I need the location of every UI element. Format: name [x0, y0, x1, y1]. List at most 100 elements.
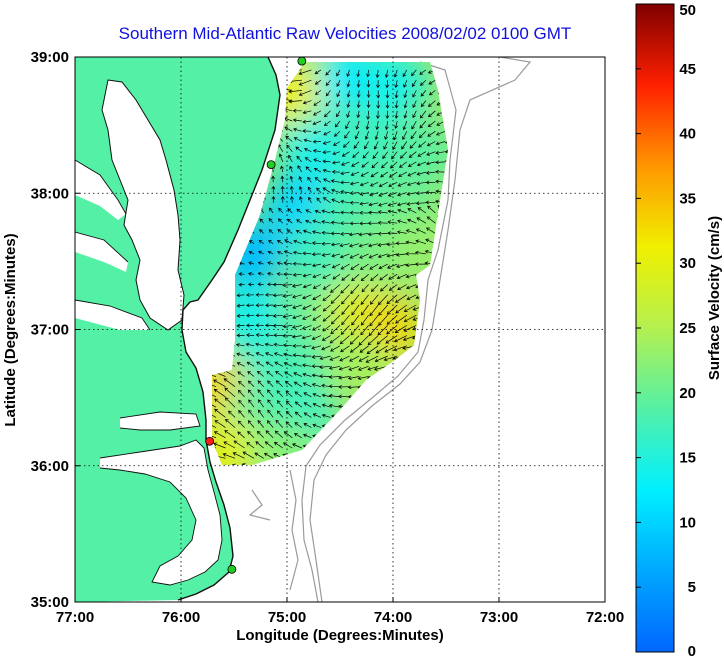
velocity-arrow [257, 271, 264, 276]
velocity-arrow [394, 325, 407, 333]
velocity-arrow [321, 345, 331, 351]
velocity-arrow [296, 208, 303, 214]
velocity-arrow [265, 313, 274, 318]
velocity-arrow [428, 90, 436, 96]
velocity-arrow [292, 325, 302, 329]
pamlico-sound [100, 440, 222, 585]
velocity-arrow [419, 110, 427, 119]
velocity-arrow [266, 420, 274, 428]
velocity-arrow [213, 431, 226, 439]
velocity-arrow [415, 201, 426, 206]
velocity-arrow [412, 90, 417, 98]
velocity-arrow [292, 272, 302, 277]
y-axis-label: Latitude (Degrees:Minutes) [2, 233, 19, 426]
velocity-arrow [359, 345, 369, 353]
velocity-arrow [277, 218, 284, 224]
velocity-arrow [358, 335, 369, 346]
velocity-arrow [340, 263, 350, 270]
velocity-arrow [284, 380, 293, 387]
velocity-arrow [304, 157, 312, 163]
velocity-arrow [377, 325, 388, 336]
velocity-arrow [321, 263, 331, 268]
velocity-arrow [237, 420, 245, 428]
velocity-arrow [402, 120, 408, 131]
velocity-arrow [405, 229, 417, 234]
velocity-arrow [259, 229, 264, 234]
velocity-arrow [308, 196, 312, 203]
velocity-arrow [386, 314, 398, 325]
velocity-arrow [214, 408, 226, 418]
velocity-arrow [282, 283, 293, 288]
velocity-arrow [293, 372, 302, 377]
velocity-arrow [272, 313, 283, 318]
velocity-arrow [415, 239, 427, 245]
velocity-arrow [322, 159, 331, 164]
velocity-arrow [340, 180, 350, 185]
velocity-arrow [257, 409, 264, 418]
velocity-cell [385, 118, 448, 187]
velocity-arrow [247, 420, 255, 428]
velocity-arrow [356, 69, 361, 78]
velocity-arrow [282, 324, 293, 329]
velocity-arrow [435, 169, 445, 174]
velocity-arrow [248, 261, 255, 266]
velocity-arrow [361, 284, 369, 293]
velocity-arrow [368, 243, 379, 248]
velocity-arrow [378, 304, 388, 316]
velocity-arrow [406, 294, 417, 300]
velocity-arrow [338, 385, 350, 389]
velocity-arrow [294, 422, 303, 428]
velocity-arrow [412, 100, 417, 109]
velocity-arrow [349, 335, 360, 345]
velocity-arrow [237, 431, 245, 439]
velocity-arrow [402, 131, 408, 141]
velocity-arrow [356, 100, 361, 109]
velocity-arrow [366, 100, 371, 109]
velocity-arrow [311, 241, 321, 246]
velocity-arrow [367, 335, 379, 346]
velocity-arrow [419, 69, 427, 75]
velocity-arrow [294, 391, 303, 398]
velocity-cell [247, 418, 316, 465]
velocity-arrow [319, 365, 331, 370]
velocity-arrow [352, 151, 360, 158]
bay-inlet-potomac [75, 160, 126, 220]
velocity-arrow [407, 171, 417, 177]
velocity-arrow [295, 230, 302, 234]
velocity-arrow [321, 383, 331, 388]
velocity-arrow [331, 304, 341, 315]
velocity-arrow [371, 161, 379, 169]
velocity-arrow [385, 80, 390, 89]
velocity-arrow [393, 335, 407, 343]
velocity-arrow [319, 374, 331, 379]
bay-inlet-rappahannock [75, 232, 128, 272]
velocity-arrow [224, 430, 236, 439]
velocity-arrow [273, 333, 283, 338]
velocity-arrow [336, 80, 341, 87]
y-tick-label: 39:00 [31, 49, 69, 66]
velocity-arrow [302, 100, 312, 105]
velocity-arrow [302, 304, 312, 310]
velocity-arrow [405, 240, 417, 245]
velocity-arrow [258, 250, 264, 255]
velocity-arrow [393, 345, 407, 352]
velocity-arrow [305, 209, 312, 214]
velocity-arrow [425, 190, 436, 195]
velocity-arrow [401, 141, 408, 150]
station-marker-active [227, 564, 237, 574]
velocity-arrow [367, 365, 379, 371]
velocity-arrow [325, 90, 331, 97]
velocity-arrow [405, 273, 417, 279]
velocity-arrow [426, 216, 436, 224]
velocity-arrow [366, 80, 371, 88]
velocity-arrow [302, 372, 312, 377]
velocity-arrow [280, 185, 285, 193]
velocity-arrow [368, 253, 379, 259]
velocity-arrow [340, 189, 350, 194]
velocity-arrow [427, 205, 436, 214]
velocity-arrow [224, 387, 236, 398]
velocity-arrow [353, 141, 360, 149]
velocity-arrow [238, 282, 245, 287]
velocity-arrow [367, 232, 379, 237]
